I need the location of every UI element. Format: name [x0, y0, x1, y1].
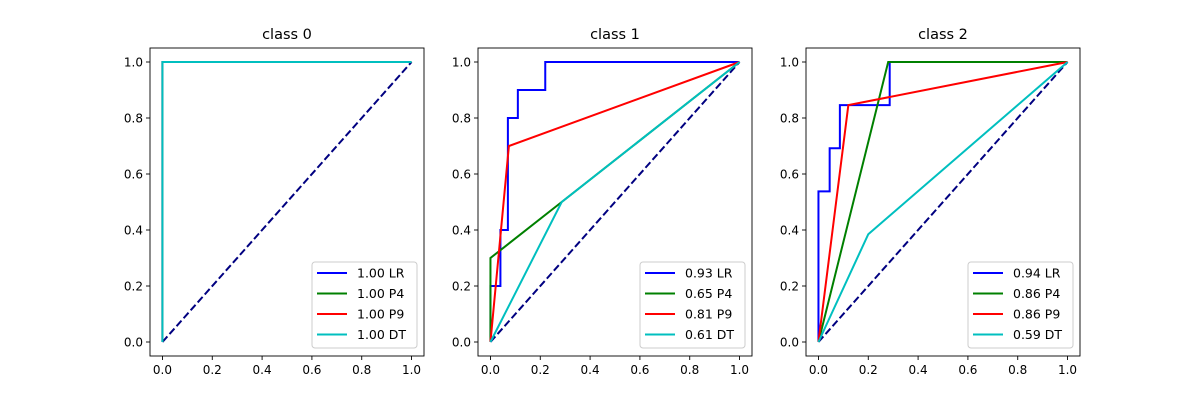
subplot-title: class 0 [262, 27, 312, 43]
legend-label: 1.00 P9 [357, 307, 404, 322]
legend-label: 0.94 LR [1013, 266, 1061, 281]
x-tick-label: 0.4 [581, 363, 600, 377]
y-tick-label: 0.8 [780, 111, 799, 125]
y-tick-label: 0.0 [124, 335, 143, 349]
x-tick-label: 0.4 [909, 363, 928, 377]
roc-line-p9 [489, 61, 740, 343]
x-tick-label: 0.8 [352, 363, 371, 377]
roc-line-dt [161, 61, 412, 342]
y-tick-label: 0.2 [124, 279, 143, 293]
x-tick-label: 0.0 [481, 363, 500, 377]
y-tick-label: 0.4 [452, 223, 471, 237]
y-tick-label: 1.0 [452, 55, 471, 69]
legend-label: 0.59 DT [1013, 327, 1062, 342]
x-tick-label: 0.6 [302, 363, 321, 377]
x-tick-label: 0.0 [809, 363, 828, 377]
roc-line-dt [489, 61, 741, 343]
roc-line-lr [817, 61, 1068, 342]
x-tick-label: 0.8 [1008, 363, 1027, 377]
chance-diagonal-line [489, 61, 741, 343]
axes-frame [805, 47, 1081, 357]
subplot-2: class 2 0.0 0.2 0.4 0.6 0.8 1.0 0.0 0.2 0.4 0.6 0.8… [780, 27, 1081, 377]
y-tick-label: 0.4 [780, 223, 799, 237]
roc-line-p9 [817, 61, 1068, 343]
x-tick-label: 0.2 [531, 363, 550, 377]
legend-label: 1.00 P4 [357, 286, 404, 301]
legend: 0.94 LR 0.86 P4 0.86 P9 0.59 DT [967, 261, 1074, 349]
chance-diagonal-line [817, 61, 1069, 343]
subplot-1: class 1 0.0 0.2 0.4 0.6 0.8 1.0 0.0 0.2 0.4 0.6 0.8… [452, 27, 753, 377]
x-tick-label: 0.4 [253, 363, 272, 377]
x-tick-label: 1.0 [402, 363, 421, 377]
plot-area [489, 61, 741, 343]
legend-box [311, 261, 418, 349]
x-tick-label: 0.0 [153, 363, 172, 377]
legend-box [639, 261, 746, 349]
plot-area [817, 61, 1069, 343]
subplot-title: class 1 [590, 27, 640, 43]
legend-label: 0.65 P4 [685, 286, 732, 301]
y-tick-label: 0.8 [124, 111, 143, 125]
plot-area [161, 61, 413, 343]
y-tick-label: 1.0 [780, 55, 799, 69]
legend: 0.93 LR 0.65 P4 0.81 P9 0.61 DT [639, 261, 746, 349]
y-tick-label: 0.8 [452, 111, 471, 125]
x-tick-label: 1.0 [1058, 363, 1077, 377]
x-tick-label: 0.2 [859, 363, 878, 377]
subplot-0: class 0 0.0 0.2 0.4 0.6 0.8 1.0 0.0 0.2 0.4 0.6 0.8… [124, 27, 425, 377]
y-tick-label: 0.0 [780, 335, 799, 349]
legend-label: 1.00 LR [357, 266, 405, 281]
y-tick-label: 0.0 [452, 335, 471, 349]
roc-line-dt [817, 61, 1069, 343]
x-tick-label: 0.8 [680, 363, 699, 377]
y-tick-label: 0.6 [124, 167, 143, 181]
y-tick-label: 0.6 [452, 167, 471, 181]
legend-label: 0.81 P9 [685, 307, 732, 322]
x-tick-label: 0.2 [203, 363, 222, 377]
subplot-title: class 2 [918, 27, 968, 43]
legend-box [967, 261, 1074, 349]
legend-label: 1.00 DT [357, 327, 406, 342]
legend-label: 0.86 P9 [1013, 307, 1060, 322]
x-tick-label: 1.0 [730, 363, 749, 377]
legend-label: 0.93 LR [685, 266, 733, 281]
y-tick-label: 0.2 [452, 279, 471, 293]
y-tick-label: 0.6 [780, 167, 799, 181]
axes-frame [477, 47, 753, 357]
y-tick-label: 0.4 [124, 223, 143, 237]
roc-line-lr [489, 61, 740, 342]
chance-diagonal-line [161, 61, 413, 343]
legend-label: 0.61 DT [685, 327, 734, 342]
legend-label: 0.86 P4 [1013, 286, 1060, 301]
axes-frame [149, 47, 425, 357]
y-tick-label: 0.2 [780, 279, 799, 293]
roc-line-p4 [817, 61, 1068, 343]
x-tick-label: 0.6 [630, 363, 649, 377]
x-tick-label: 0.6 [958, 363, 977, 377]
legend: 1.00 LR 1.00 P4 1.00 P9 1.00 DT [311, 261, 418, 349]
y-tick-label: 1.0 [124, 55, 143, 69]
